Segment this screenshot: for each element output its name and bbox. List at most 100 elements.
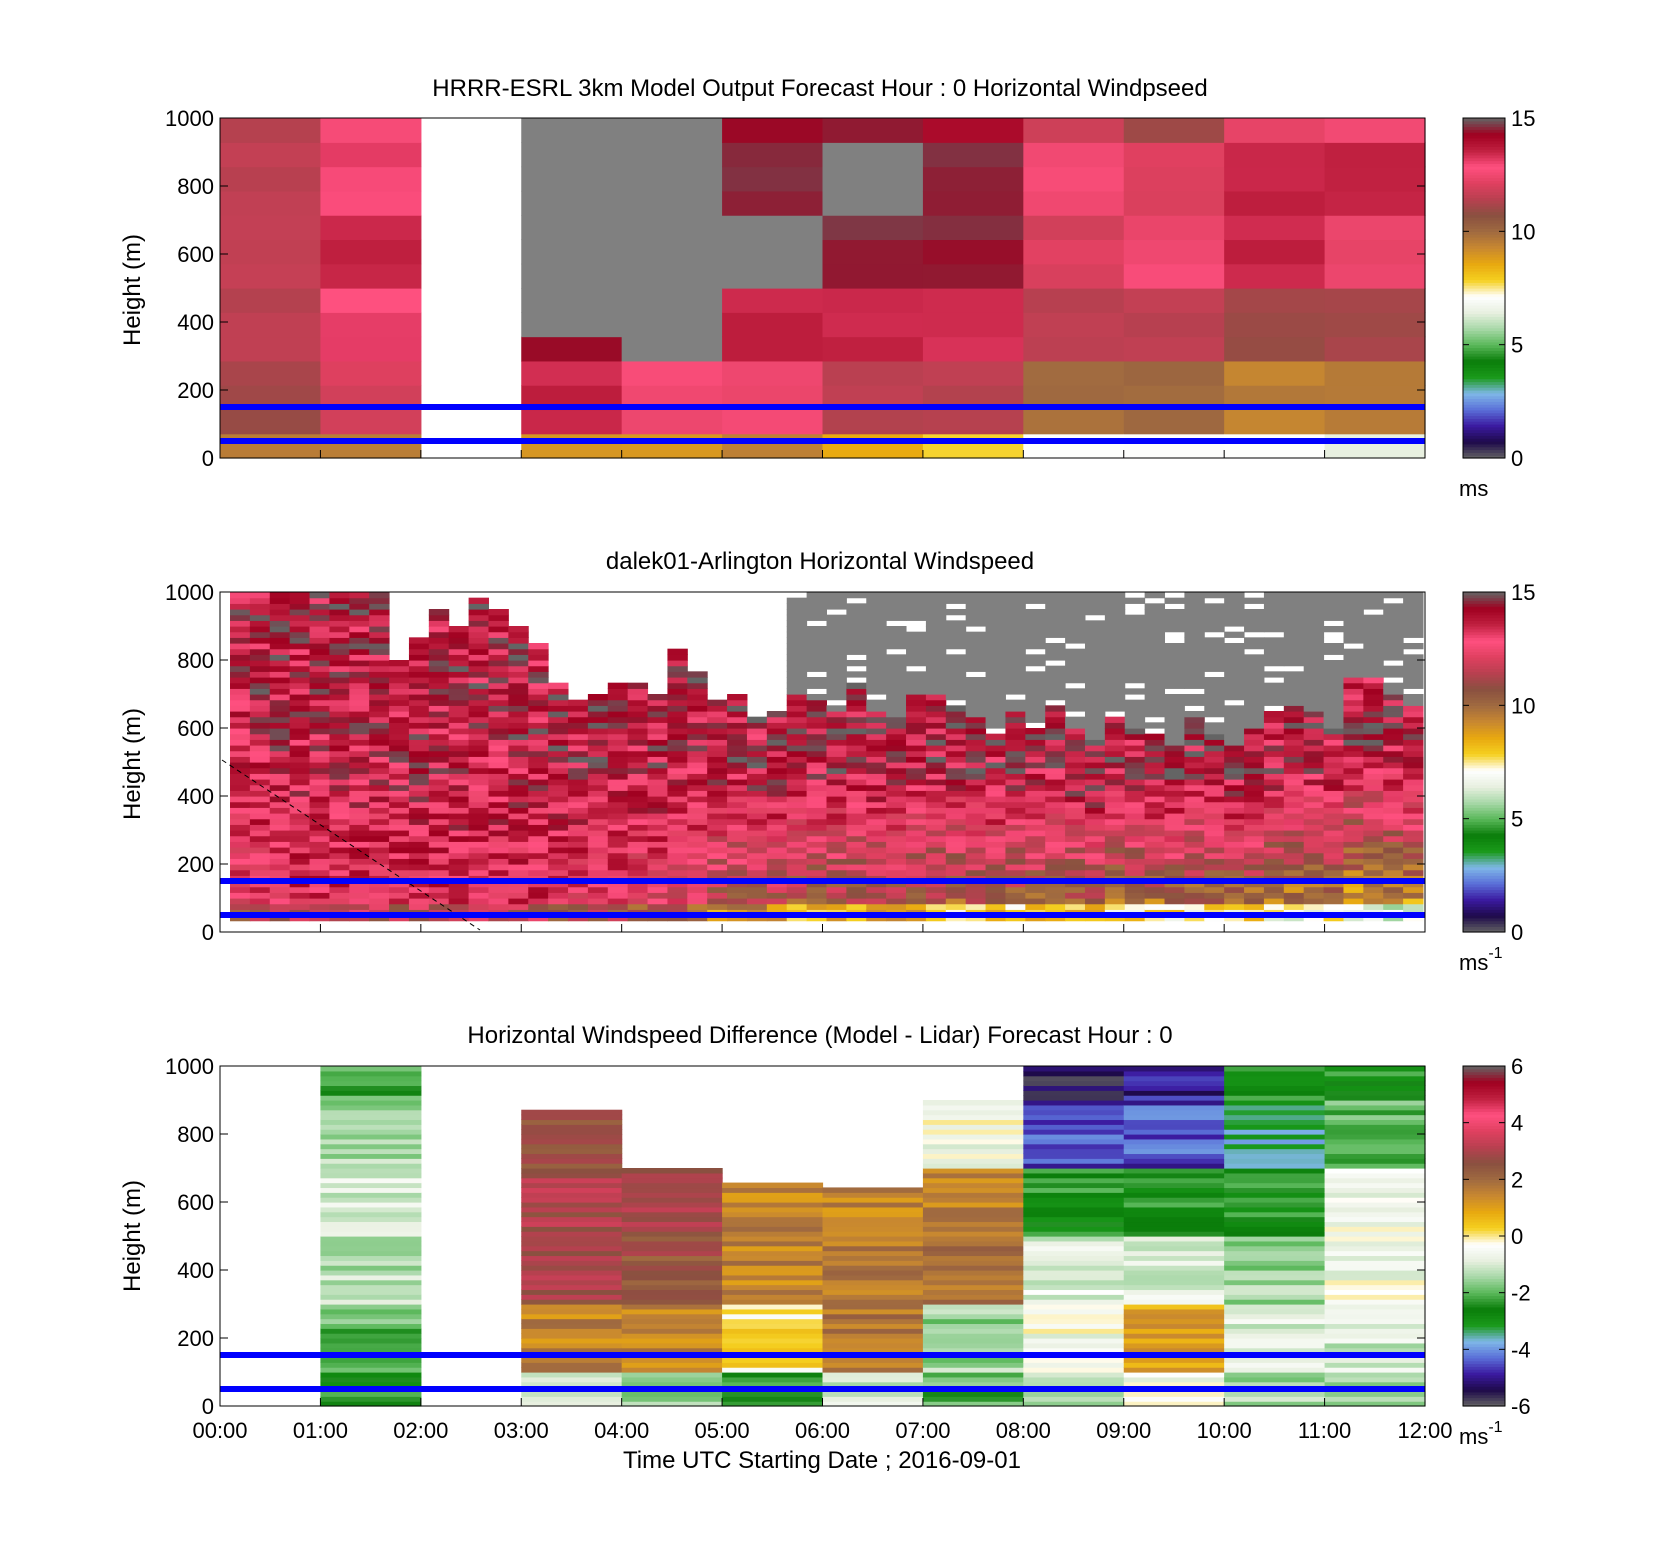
heatmap-cell xyxy=(1244,722,1265,729)
heatmap-cell xyxy=(826,654,847,661)
heatmap-cell xyxy=(707,852,728,859)
x-axis-label: Time UTC Starting Date ; 2016-09-01 xyxy=(623,1447,1021,1474)
heatmap-cell xyxy=(521,118,623,143)
heatmap-cell xyxy=(621,1236,723,1242)
heatmap-cell xyxy=(1324,1396,1426,1402)
heatmap-cell xyxy=(1403,847,1424,854)
heatmap-cell xyxy=(846,728,867,735)
heatmap-cell xyxy=(1005,796,1026,803)
heatmap-cell xyxy=(1144,830,1166,837)
heatmap-cell xyxy=(548,694,569,701)
heatmap-cell xyxy=(309,592,330,599)
colorbar-swatch xyxy=(1463,1247,1505,1251)
colorbar-swatch xyxy=(1463,1207,1505,1212)
heatmap-cell xyxy=(945,660,967,667)
heatmap-cell xyxy=(886,830,907,837)
colorbar-swatch xyxy=(1463,336,1505,340)
heatmap-cell xyxy=(220,288,322,313)
heatmap-cell xyxy=(289,637,311,644)
heatmap-cell xyxy=(448,847,470,854)
heatmap-cell xyxy=(1224,239,1326,265)
heatmap-cell xyxy=(627,767,649,774)
heatmap-cell xyxy=(1303,711,1325,718)
heatmap-cell xyxy=(428,733,450,740)
heatmap-cell xyxy=(806,767,827,774)
heatmap-cell xyxy=(1343,898,1364,905)
heatmap-cell xyxy=(786,648,808,655)
heatmap-cell xyxy=(746,784,768,791)
heatmap-cell xyxy=(428,677,450,684)
heatmap-cell xyxy=(1065,847,1086,854)
heatmap-cell xyxy=(508,813,529,820)
heatmap-cell xyxy=(1065,722,1086,729)
heatmap-cell xyxy=(1303,592,1325,599)
heatmap-cell xyxy=(1324,1070,1426,1077)
heatmap-cell xyxy=(886,767,907,774)
heatmap-cell xyxy=(922,1129,1024,1135)
heatmap-cell xyxy=(1224,835,1245,842)
heatmap-cell xyxy=(269,852,291,859)
heatmap-cell xyxy=(1124,818,1146,825)
heatmap-cell xyxy=(389,677,410,684)
heatmap-cell xyxy=(1005,643,1026,650)
heatmap-cell xyxy=(1283,773,1305,780)
heatmap-cell xyxy=(647,881,668,888)
heatmap-cell xyxy=(846,750,867,757)
colorbar-swatch xyxy=(1463,404,1505,408)
heatmap-cell xyxy=(508,881,529,888)
heatmap-cell xyxy=(468,784,489,791)
heatmap-cell xyxy=(1263,682,1285,689)
colorbar-swatch xyxy=(1463,452,1505,456)
heatmap-cell xyxy=(945,898,967,905)
heatmap-cell xyxy=(1324,166,1426,192)
heatmap-cell xyxy=(826,801,847,808)
heatmap-cell xyxy=(369,818,390,825)
heatmap-cell xyxy=(1343,682,1364,689)
heatmap-cell xyxy=(886,614,907,621)
heatmap-cell xyxy=(826,898,847,905)
heatmap-cell xyxy=(1144,620,1166,627)
heatmap-cell xyxy=(329,762,350,769)
heatmap-cell xyxy=(922,1168,1024,1174)
heatmap-cell xyxy=(727,886,748,893)
heatmap-cell xyxy=(521,1260,623,1266)
heatmap-cell xyxy=(1363,745,1384,752)
heatmap-cell xyxy=(230,784,251,791)
heatmap-cell xyxy=(1343,824,1364,831)
heatmap-cell xyxy=(1324,1250,1426,1257)
heatmap-cell xyxy=(1045,903,1066,910)
heatmap-cell xyxy=(389,807,410,814)
heatmap-cell xyxy=(488,677,509,684)
heatmap-cell xyxy=(1324,1274,1426,1281)
heatmap-cell xyxy=(722,166,824,192)
heatmap-cell xyxy=(985,841,1006,848)
heatmap-cell xyxy=(822,312,924,338)
heatmap-cell xyxy=(925,665,947,672)
heatmap-cell xyxy=(329,807,350,814)
heatmap-cell xyxy=(269,688,291,695)
heatmap-cell xyxy=(1005,728,1026,735)
heatmap-cell xyxy=(1144,699,1166,706)
heatmap-cell xyxy=(722,1391,824,1397)
heatmap-cell xyxy=(1045,835,1066,842)
colorbar-swatch xyxy=(1463,1250,1505,1254)
heatmap-cell xyxy=(687,886,708,893)
heatmap-cell xyxy=(925,756,947,763)
heatmap-cell xyxy=(1204,886,1225,893)
heatmap-cell xyxy=(1123,263,1225,289)
heatmap-cell xyxy=(528,756,549,763)
heatmap-cell xyxy=(866,739,887,746)
heatmap-cell xyxy=(289,603,311,610)
colorbar-swatch xyxy=(1463,1287,1505,1291)
heatmap-cell xyxy=(528,694,549,701)
heatmap-cell xyxy=(1065,886,1086,893)
heatmap-cell xyxy=(1244,699,1265,706)
heatmap-cell xyxy=(922,288,1024,313)
heatmap-cell xyxy=(1283,784,1305,791)
heatmap-cell xyxy=(428,790,450,797)
heatmap-cell xyxy=(568,869,589,876)
heatmap-cell xyxy=(521,1338,623,1344)
heatmap-cell xyxy=(1323,790,1344,797)
heatmap-cell xyxy=(925,767,947,774)
heatmap-cell xyxy=(289,813,311,820)
